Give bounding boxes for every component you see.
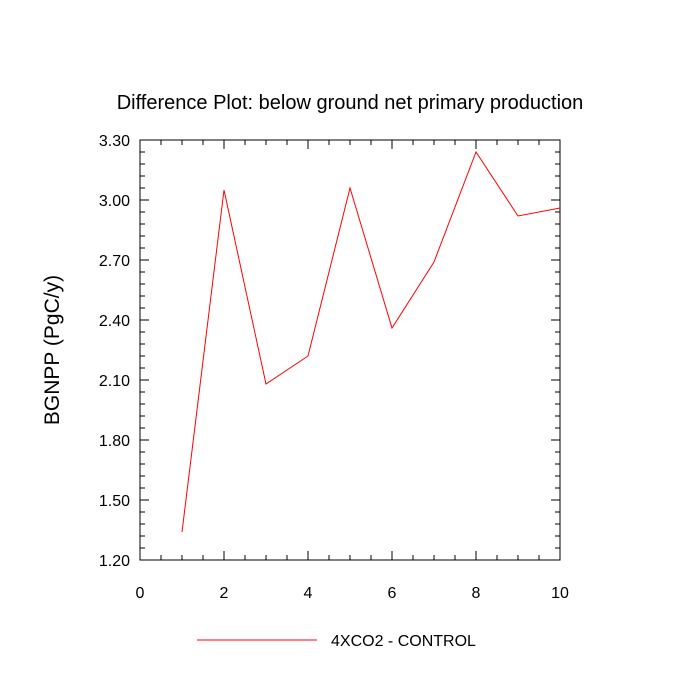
x-tick-label: 4: [304, 585, 313, 602]
y-tick-label: 3.00: [99, 193, 130, 210]
x-tick-label: 2: [220, 585, 229, 602]
x-tick-label: 6: [388, 585, 397, 602]
x-tick-label: 10: [551, 585, 569, 602]
series-line: [181, 150, 561, 533]
x-tick-label: 0: [136, 585, 145, 602]
chart-title: Difference Plot: below ground net primar…: [117, 92, 584, 114]
axis-ticks: [139, 139, 561, 561]
y-tick-label: 1.80: [99, 433, 130, 450]
y-tick-label: 2.40: [99, 313, 130, 330]
legend: 4XCO2 - CONTROL: [197, 633, 476, 650]
y-tick-label: 2.10: [99, 373, 130, 390]
series-group: [181, 150, 561, 533]
y-axis-label: BGNPP (PgC/y): [41, 275, 64, 425]
y-tick-label: 1.20: [99, 553, 130, 570]
axis-tick-labels: 0 2 4 6 8 10 1.20 1.50 1.80 2.10 2.40 2.70 3.00 3.30: [99, 133, 569, 602]
y-tick-label: 2.70: [99, 253, 130, 270]
y-tick-label: 1.50: [99, 493, 130, 510]
x-tick-label: 8: [472, 585, 481, 602]
plot-frame: [139, 139, 561, 561]
y-tick-label: 3.30: [99, 133, 130, 150]
legend-label: 4XCO2 - CONTROL: [331, 633, 476, 650]
